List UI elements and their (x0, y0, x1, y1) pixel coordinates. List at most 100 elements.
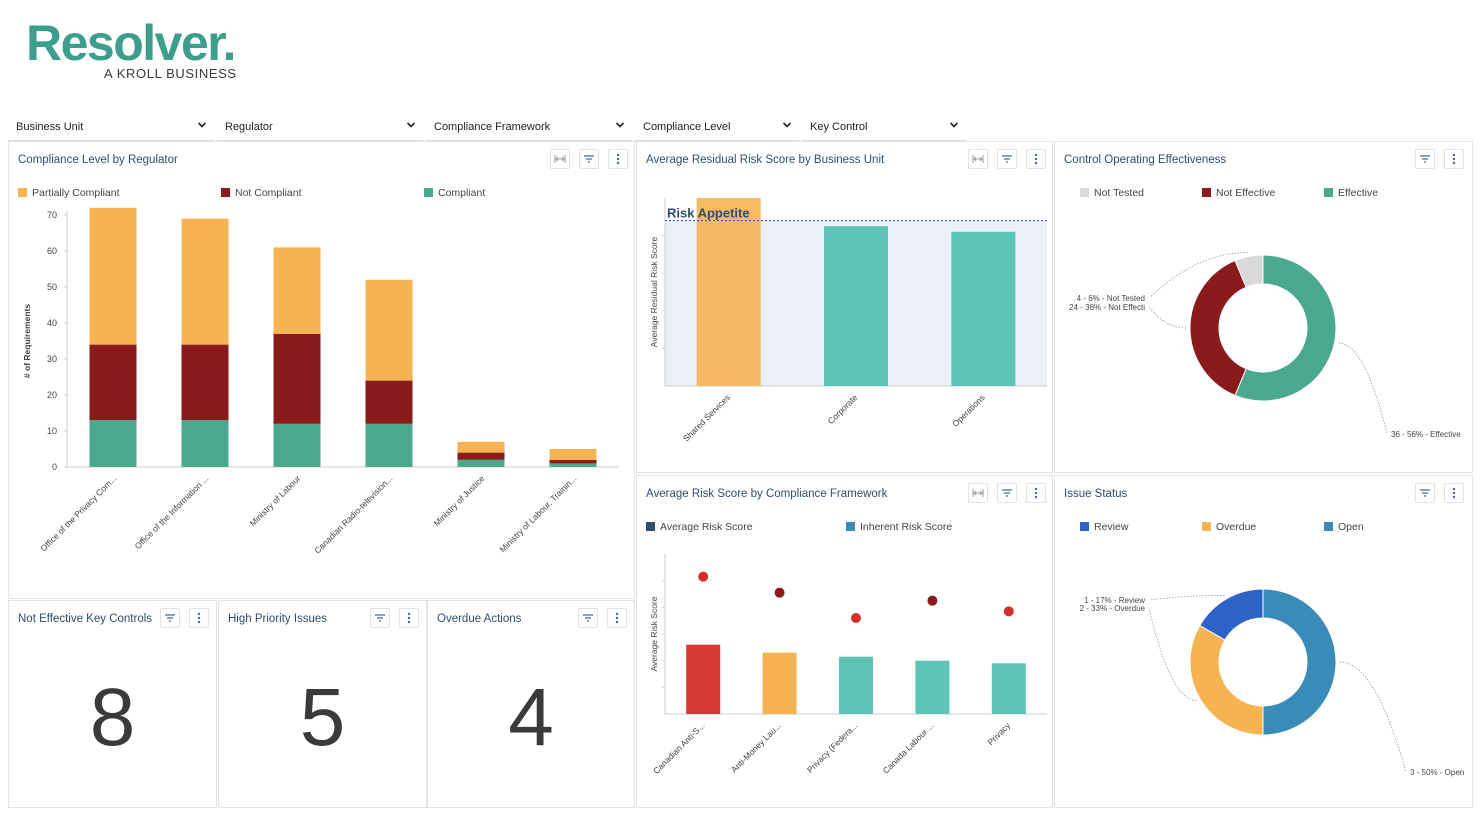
bar-segment (89, 420, 137, 467)
legend-label: Not Effective (1216, 187, 1276, 199)
legend-compliant[interactable]: Compliant (424, 187, 485, 199)
slice-label: 36 - 56% - Effective (1391, 430, 1461, 439)
filter-business-unit[interactable]: Business Unit (8, 114, 214, 141)
legend-swatch (1080, 188, 1089, 197)
kpi-value: 5 (299, 672, 346, 763)
x-tick-label: Operations (950, 392, 986, 428)
panel-control-effectiveness: Control Operating Effectiveness Not Test… (1054, 141, 1473, 473)
filter-regulator[interactable]: Regulator (217, 114, 423, 141)
more-vertical-icon[interactable] (1026, 483, 1046, 503)
inherent-risk-point (774, 587, 785, 598)
legend-swatch (424, 188, 433, 197)
filter-icon[interactable] (1415, 483, 1435, 503)
legend-not-effective[interactable]: Not Effective (1202, 187, 1275, 199)
bar (696, 198, 761, 386)
more-vertical-icon[interactable] (1444, 483, 1464, 503)
y-tick-label: 20 (47, 390, 57, 400)
legend-average-risk-score[interactable]: Average Risk Score (646, 521, 753, 533)
slice-label: 2 - 33% - Overdue (1080, 604, 1146, 613)
bar-segment (365, 423, 413, 467)
filter-icon[interactable] (997, 149, 1017, 169)
bar-segment (273, 423, 321, 467)
donut-slice (1234, 254, 1264, 289)
legend-label: Average Risk Score (660, 521, 753, 533)
slice-label: 1 - 17% - Review (1084, 596, 1145, 605)
more-vertical-icon[interactable] (399, 608, 419, 628)
inherent-risk-point (1003, 606, 1014, 617)
panel-high-priority-issues: High Priority Issues 5 (218, 600, 427, 808)
filter-icon[interactable] (579, 149, 599, 169)
expand-icon[interactable] (550, 149, 570, 169)
x-tick-label: Ministry of Justice (432, 473, 487, 528)
more-vertical-icon[interactable] (1444, 149, 1464, 169)
bar-segment (457, 459, 505, 467)
panel-title: Issue Status (1064, 488, 1128, 500)
filter-icon[interactable] (578, 608, 598, 628)
x-tick-label: Office of the Information ... (133, 473, 211, 551)
logo-tagline: A KROLL BUSINESS (104, 66, 237, 81)
panel-title: Average Risk Score by Compliance Framewo… (646, 488, 888, 500)
y-tick-label: 60 (47, 246, 57, 256)
legend-inherent-risk-score[interactable]: Inherent Risk Score (846, 521, 952, 533)
inherent-risk-point (851, 613, 861, 623)
bar-segment (549, 463, 597, 467)
filter-compliance-level[interactable]: Compliance Level (635, 114, 799, 141)
more-vertical-icon[interactable] (189, 608, 209, 628)
panel-residual-risk: Average Residual Risk Score by Business … (636, 141, 1053, 473)
leader-line (1148, 607, 1197, 701)
legend-not-compliant[interactable]: Not Compliant (221, 187, 302, 199)
bar (991, 663, 1026, 714)
bar (951, 231, 1016, 386)
legend-review[interactable]: Review (1080, 521, 1128, 533)
filter-icon[interactable] (160, 608, 180, 628)
slice-label: 4 - 6% - Not Tested (1077, 294, 1145, 303)
bar-segment (365, 279, 413, 381)
filter-key-control[interactable]: Key Control (802, 114, 966, 141)
filter-compliance-framework[interactable]: Compliance Framework (426, 114, 632, 141)
bar (686, 644, 721, 714)
filter-icon[interactable] (997, 483, 1017, 503)
panel-title: Average Residual Risk Score by Business … (646, 154, 885, 166)
bar-segment (89, 207, 137, 345)
leader-line (1148, 306, 1187, 329)
more-vertical-icon[interactable] (608, 149, 628, 169)
expand-icon[interactable] (968, 483, 988, 503)
expand-icon[interactable] (968, 149, 988, 169)
y-tick-label: 0 (52, 462, 57, 472)
filter-label: Regulator (225, 121, 273, 133)
chevron-down-icon (783, 122, 791, 128)
kpi-value: 4 (508, 672, 554, 763)
panel-title: Overdue Actions (437, 613, 522, 625)
filter-icon[interactable] (370, 608, 390, 628)
legend-effective[interactable]: Effective (1324, 187, 1378, 199)
panel-title: Compliance Level by Regulator (18, 154, 178, 166)
more-vertical-icon[interactable] (607, 608, 627, 628)
legend-not-tested[interactable]: Not Tested (1080, 187, 1144, 199)
legend-swatch (646, 522, 655, 531)
legend-open[interactable]: Open (1324, 521, 1364, 533)
panel-not-effective-key-controls: Not Effective Key Controls 8 (8, 600, 217, 808)
leader-line (1148, 594, 1225, 601)
filter-label: Compliance Level (643, 121, 731, 133)
y-tick-label: 70 (47, 210, 57, 220)
more-vertical-icon[interactable] (1026, 149, 1046, 169)
legend-label: Overdue (1216, 521, 1257, 533)
y-tick-label: 50 (47, 282, 57, 292)
panel-title: Not Effective Key Controls (18, 613, 153, 625)
leader-line (1339, 661, 1407, 773)
x-tick-label: Ministry of Labour (248, 473, 303, 528)
legend-swatch (18, 188, 27, 197)
legend-overdue[interactable]: Overdue (1202, 521, 1256, 533)
y-axis-label: # of Requirements (22, 304, 32, 378)
legend-partially-compliant[interactable]: Partially Compliant (18, 187, 120, 199)
bar-segment (457, 452, 505, 460)
donut-slice (1199, 588, 1264, 641)
filter-icon[interactable] (1415, 149, 1435, 169)
y-axis-label: Average Residual Risk Score (649, 237, 659, 348)
bar-segment (457, 441, 505, 453)
legend-swatch (1202, 522, 1211, 531)
x-tick-label: Privacy (985, 720, 1012, 747)
bar-segment (181, 344, 229, 421)
y-axis-label: Average Risk Score (649, 596, 659, 671)
